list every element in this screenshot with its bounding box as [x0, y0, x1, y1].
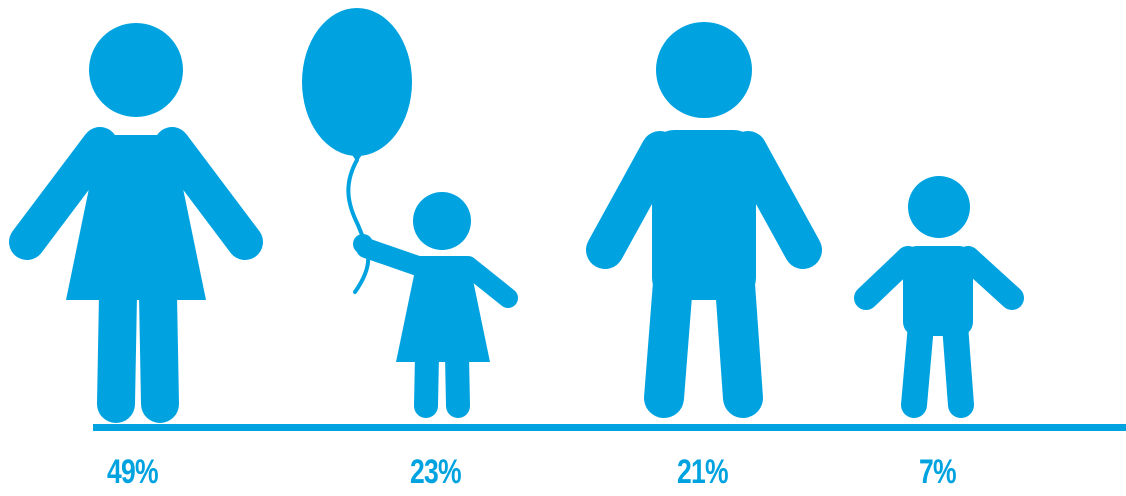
- girl-with-balloon-icon: [302, 8, 518, 418]
- boy-percent-label: 7%: [919, 453, 957, 491]
- boy-icon: [854, 176, 1024, 418]
- baseline: [93, 424, 1126, 431]
- girl-percent-label: 23%: [410, 453, 462, 491]
- man-icon: [586, 22, 822, 418]
- woman-icon: [9, 23, 263, 423]
- man-percent-label: 21%: [677, 453, 729, 491]
- woman-percent-label: 49%: [107, 453, 159, 491]
